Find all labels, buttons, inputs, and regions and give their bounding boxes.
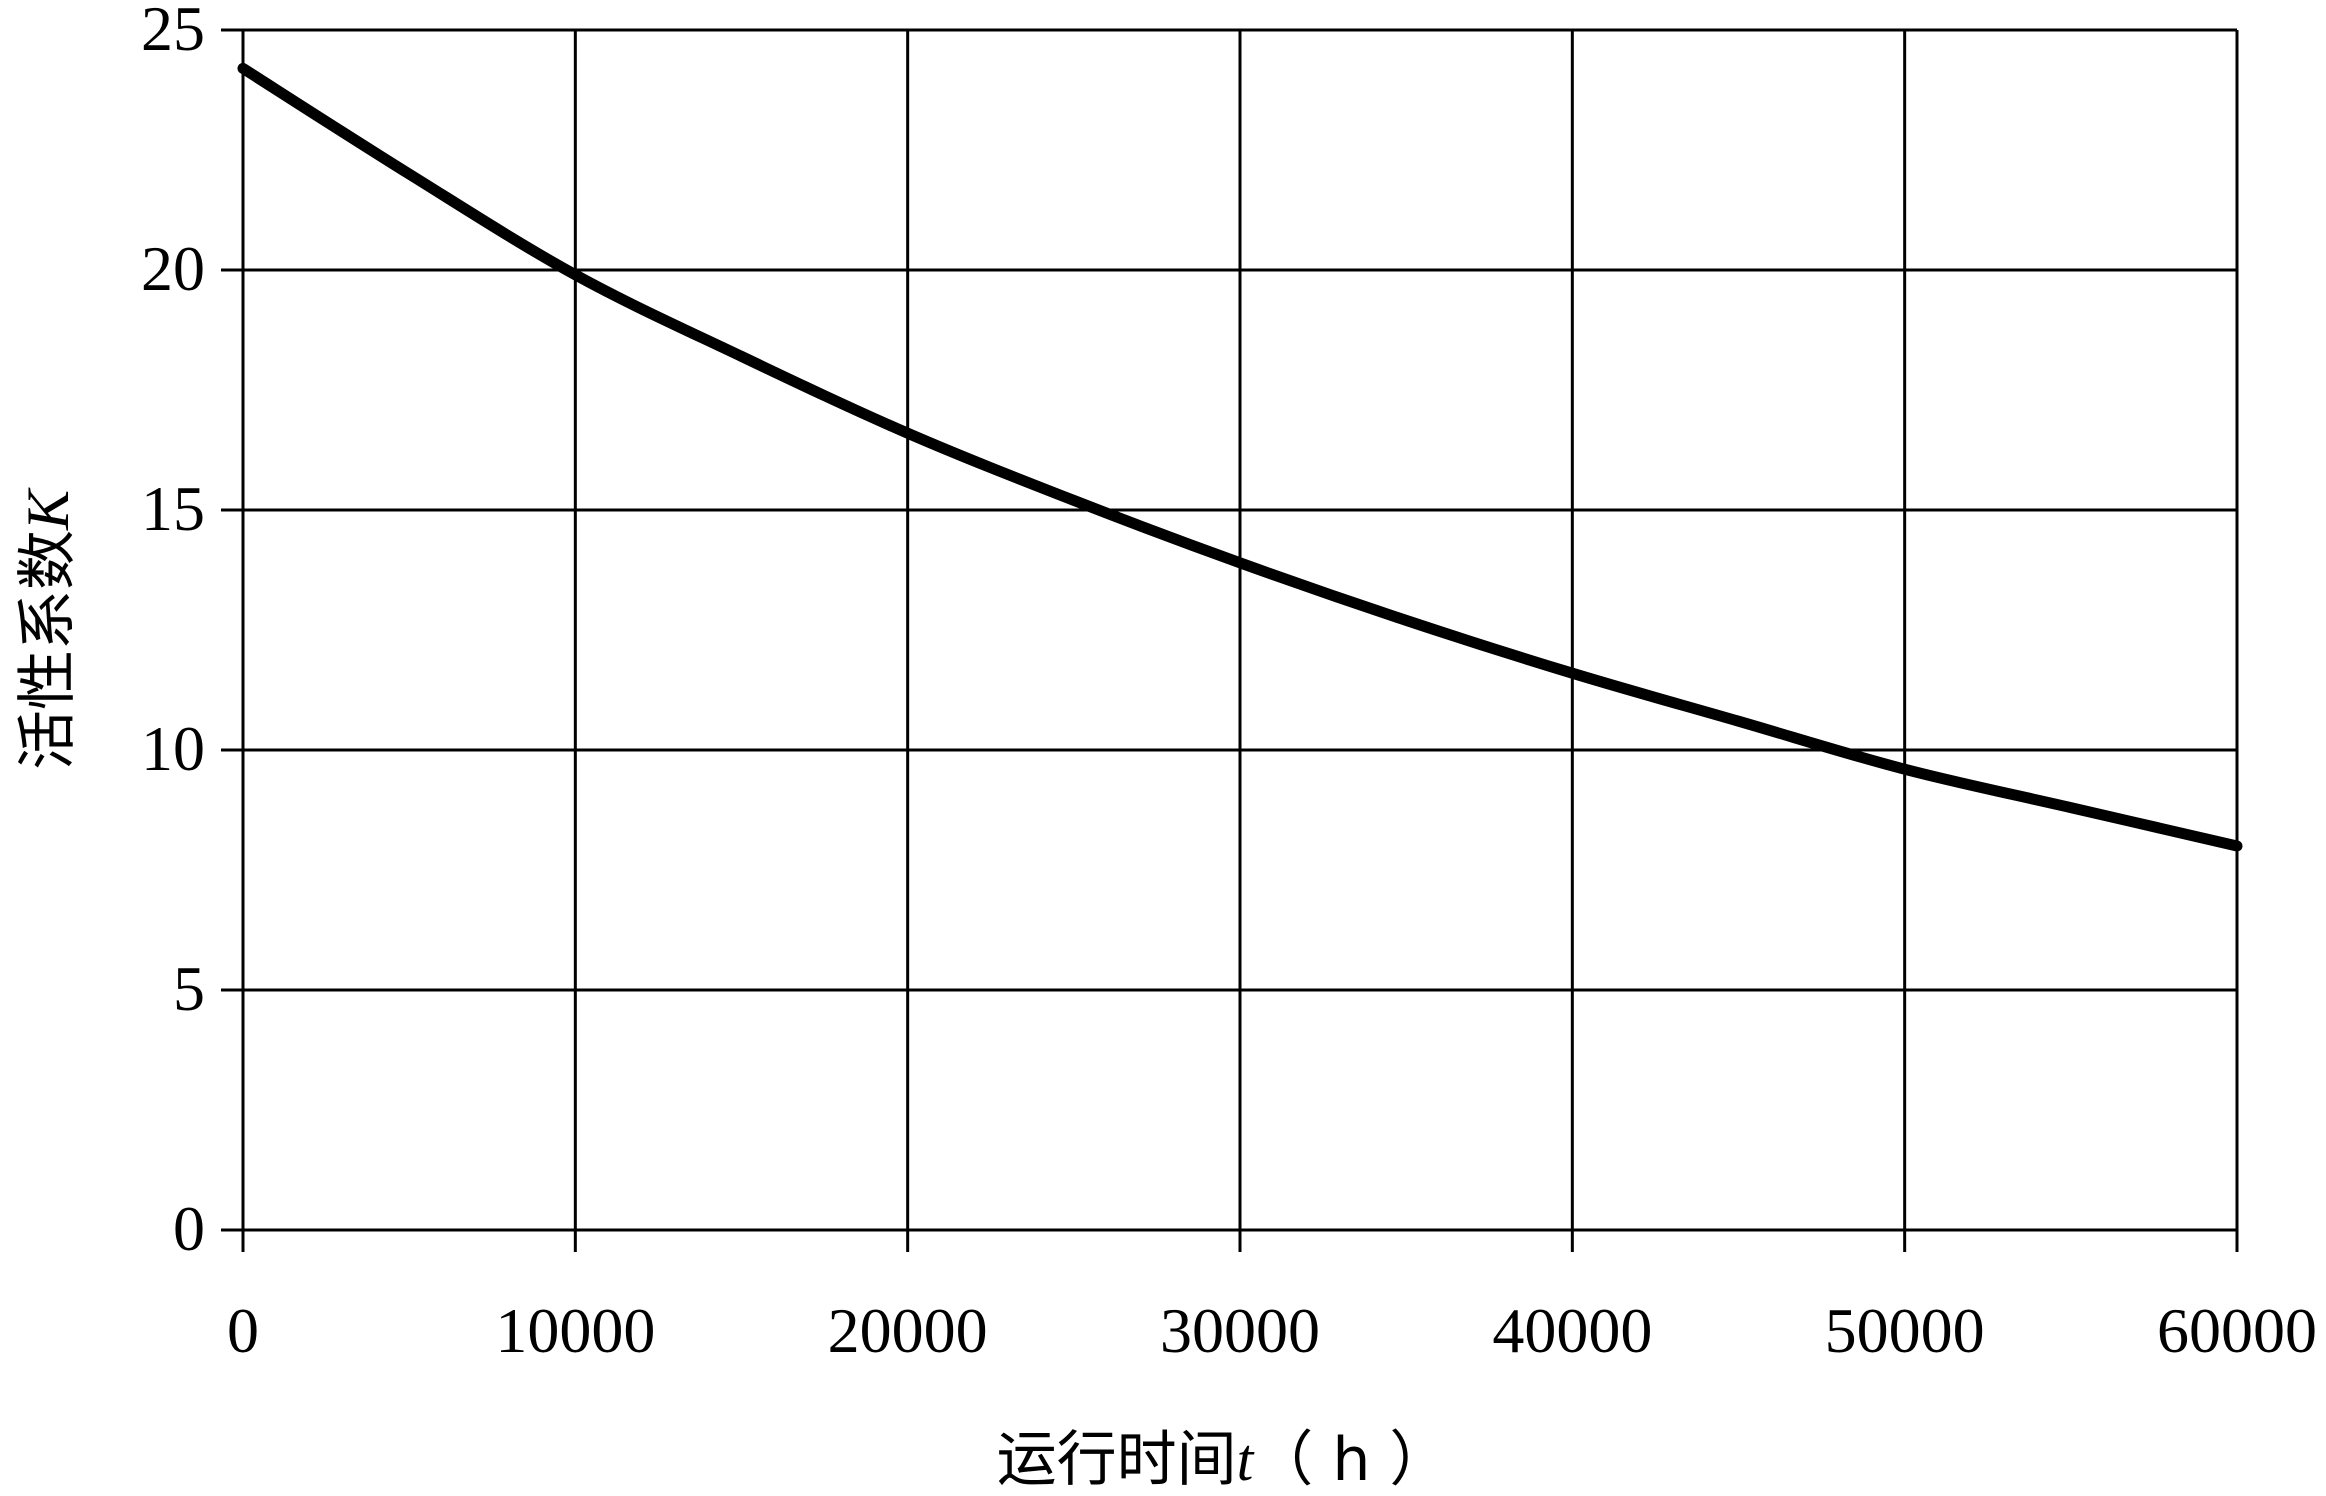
y-tick-label: 15 (141, 473, 205, 544)
x-tick-label: 50000 (1825, 1295, 1985, 1366)
x-tick-label: 30000 (1160, 1295, 1320, 1366)
y-tick-label: 0 (173, 1193, 205, 1264)
y-tick-label: 5 (173, 953, 205, 1024)
grid-lines (241, 28, 2239, 1232)
y-tick-label: 25 (141, 0, 205, 64)
axis-ticks (221, 28, 2239, 1252)
x-tick-label: 60000 (2157, 1295, 2317, 1366)
y-tick-label: 20 (141, 233, 205, 304)
series-line (237, 62, 2243, 852)
y-tick-label: 10 (141, 713, 205, 784)
x-tick-label: 20000 (828, 1295, 988, 1366)
series-group (237, 62, 2243, 852)
x-tick-label: 10000 (495, 1295, 655, 1366)
x-tick-label: 0 (227, 1295, 259, 1366)
tick-labels: 0 5 10 15 20 25 0 10000 20000 30000 40000 50000 6000… (141, 0, 2317, 1366)
y-axis-title: 活性系数K (13, 487, 83, 770)
x-axis-title: 运行时间t（ h ） (997, 1425, 1450, 1495)
x-tick-label: 40000 (1492, 1295, 1652, 1366)
